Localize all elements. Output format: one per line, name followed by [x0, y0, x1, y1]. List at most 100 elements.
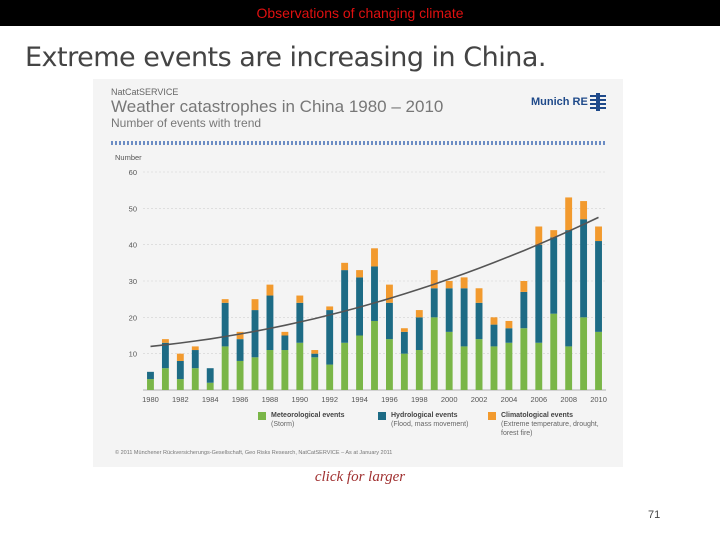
- bar-meteorological: [430, 317, 438, 390]
- figure-brand: NatCatSERVICE: [111, 87, 179, 97]
- bar-climatological: [490, 317, 498, 325]
- bar-hydrological: [445, 288, 453, 332]
- legend-swatch-meteorological: [258, 412, 266, 420]
- x-tick-label: 1998: [411, 395, 428, 404]
- bar-hydrological: [520, 291, 528, 329]
- bar-climatological: [475, 288, 483, 303]
- bar-climatological: [341, 262, 349, 271]
- bar-meteorological: [251, 357, 259, 390]
- bar-hydrological: [251, 310, 259, 358]
- bar-hydrological: [341, 270, 349, 343]
- bar-meteorological: [580, 317, 588, 390]
- bar-climatological: [460, 277, 468, 289]
- bar-meteorological: [236, 360, 244, 390]
- x-tick-label: 1992: [321, 395, 338, 404]
- bar-climatological: [580, 201, 588, 220]
- bar-climatological: [326, 306, 334, 311]
- bar-meteorological: [176, 379, 184, 390]
- bar-hydrological: [326, 310, 334, 365]
- bar-climatological: [176, 353, 184, 361]
- bar-hydrological: [535, 244, 543, 343]
- munich-re-logo-icon: [590, 93, 606, 111]
- bar-climatological: [415, 310, 423, 318]
- bar-climatological: [251, 299, 259, 311]
- y-tick-label: 30: [129, 277, 137, 286]
- bar-climatological: [266, 284, 274, 296]
- bar-hydrological: [371, 266, 378, 321]
- bar-climatological: [356, 270, 363, 278]
- y-tick-label: 20: [129, 313, 137, 322]
- bar-climatological: [445, 281, 453, 289]
- bar-hydrological: [415, 317, 423, 351]
- y-tick-label: 10: [129, 350, 137, 359]
- bar-meteorological: [326, 364, 334, 390]
- page-number: 71: [648, 509, 661, 521]
- x-tick-label: 1996: [381, 395, 398, 404]
- y-tick-label: 40: [129, 241, 137, 250]
- bar-meteorological: [415, 350, 423, 390]
- x-tick-label: 1984: [202, 395, 219, 404]
- click-for-larger-link[interactable]: click for larger: [314, 469, 406, 485]
- trend-line: [150, 216, 599, 348]
- x-tick-label: 2000: [441, 395, 458, 404]
- bar-meteorological: [221, 346, 229, 390]
- munich-re-logo-text: Munich RE: [531, 96, 588, 108]
- bar-hydrological: [580, 219, 588, 318]
- bar-hydrological: [550, 237, 558, 314]
- bar-meteorological: [386, 339, 393, 390]
- x-tick-label: 2002: [471, 395, 488, 404]
- bar-meteorological: [311, 357, 319, 390]
- bar-hydrological: [147, 371, 154, 380]
- legend-swatch-climatological: [488, 412, 496, 420]
- bar-hydrological: [176, 360, 184, 380]
- bar-hydrological: [221, 302, 229, 347]
- bar-meteorological: [565, 346, 573, 390]
- bar-climatological: [386, 284, 393, 303]
- bar-meteorological: [296, 342, 304, 390]
- bar-hydrological: [191, 350, 199, 369]
- bar-climatological: [236, 331, 244, 340]
- bar-hydrological: [490, 324, 498, 347]
- bar-hydrological: [400, 331, 408, 354]
- x-tick-label: 1980: [142, 395, 159, 404]
- bar-climatological: [565, 197, 573, 231]
- bar-climatological: [371, 248, 378, 267]
- legend-note-climatological: (Extreme temperature, drought, forest fi…: [501, 421, 599, 437]
- bar-climatological: [505, 320, 513, 329]
- bar-hydrological: [206, 368, 214, 383]
- y-axis-label: Number: [115, 153, 142, 162]
- header-stripe: [111, 141, 605, 145]
- bar-hydrological: [505, 328, 513, 343]
- bar-meteorological: [206, 382, 214, 390]
- bar-hydrological: [430, 288, 438, 318]
- x-tick-label: 2004: [501, 395, 518, 404]
- legend-swatch-hydrological: [378, 412, 386, 420]
- bar-hydrological: [595, 241, 602, 332]
- bar-climatological: [535, 226, 543, 245]
- figure-copyright: © 2011 Münchener Rückversicherungs-Gesel…: [115, 450, 393, 456]
- x-tick-label: 1994: [351, 395, 368, 404]
- x-tick-label: 1982: [172, 395, 189, 404]
- bar-meteorological: [266, 350, 274, 390]
- bar-chart: Number 10 20 30 40 50 60 1980 1982 1984 1986 1988…: [115, 153, 607, 404]
- bar-hydrological: [161, 342, 169, 369]
- bar-climatological: [311, 350, 319, 354]
- bar-meteorological: [505, 342, 513, 390]
- x-tick-label: 2010: [590, 395, 607, 404]
- legend-note-meteorological: (Storm): [271, 421, 295, 428]
- bar-meteorological: [595, 331, 602, 390]
- bar-meteorological: [341, 342, 349, 390]
- top-bar: Observations of changing climate: [0, 0, 720, 26]
- x-tick-label: 1986: [232, 395, 249, 404]
- bar-hydrological: [386, 302, 393, 340]
- x-tick-label: 2008: [560, 395, 577, 404]
- bar-meteorological: [460, 346, 468, 390]
- legend-note-hydrological: (Flood, mass movement): [391, 421, 469, 428]
- bar-hydrological: [460, 288, 468, 347]
- bar-meteorological: [490, 346, 498, 390]
- bar-meteorological: [191, 368, 199, 390]
- y-tick-label: 50: [129, 204, 137, 213]
- bar-meteorological: [356, 335, 363, 390]
- bar-climatological: [296, 295, 304, 303]
- chart-figure[interactable]: NatCatSERVICE Weather catastrophes in Ch…: [93, 79, 623, 467]
